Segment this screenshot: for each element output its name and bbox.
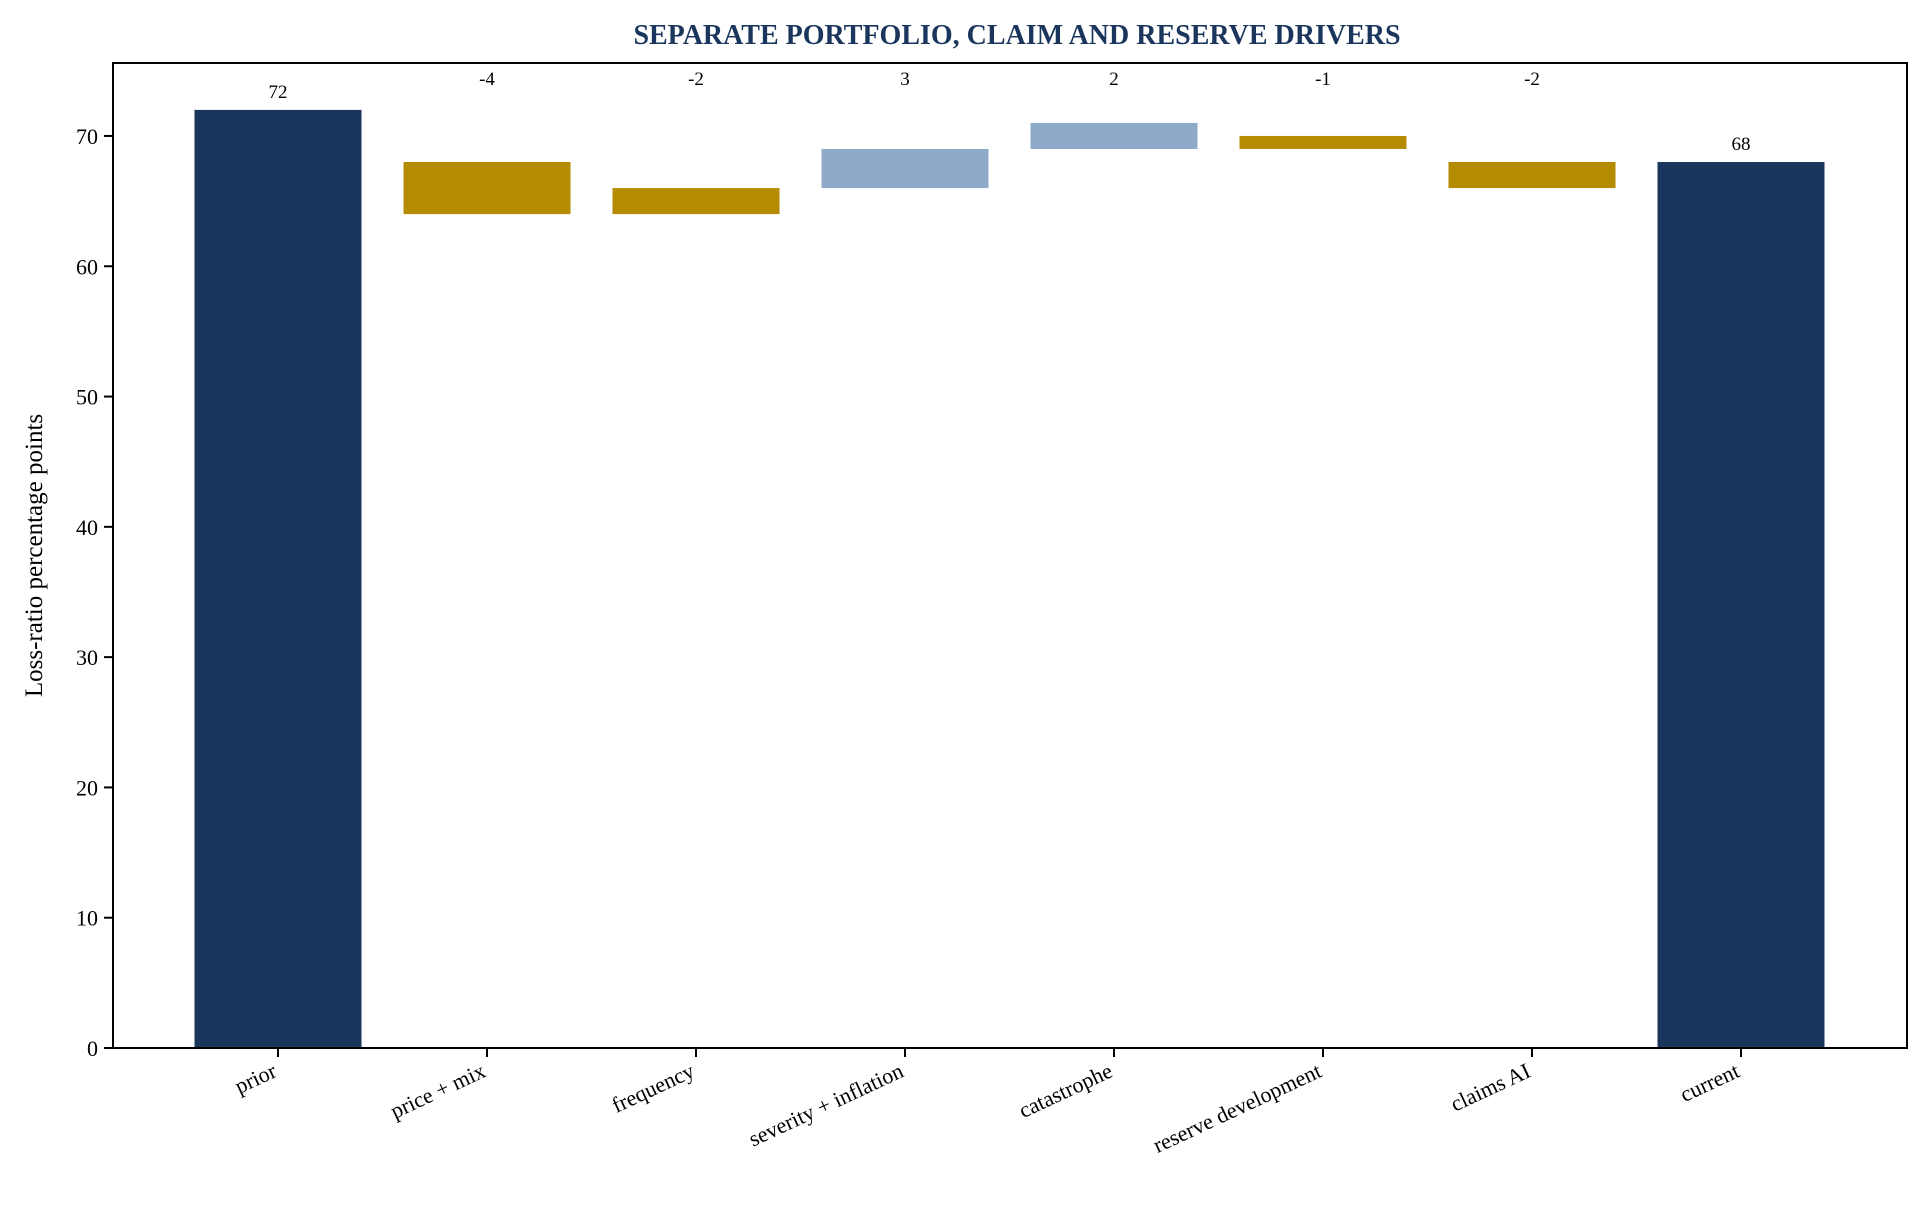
x-tick-label-2: frequency bbox=[608, 1058, 698, 1118]
data-label-7: 68 bbox=[1732, 134, 1751, 155]
plot-frame bbox=[112, 62, 1908, 1049]
y-tick-label-2: 20 bbox=[76, 775, 98, 800]
data-label-5: -1 bbox=[1315, 69, 1331, 90]
x-tick-label-0: prior bbox=[231, 1058, 281, 1099]
data-label-2: -2 bbox=[688, 69, 704, 90]
x-tick-label-7: current bbox=[1676, 1058, 1743, 1107]
bar-1 bbox=[403, 162, 571, 215]
bar-7 bbox=[1657, 162, 1825, 1048]
bars-group bbox=[194, 109, 1825, 1048]
bar-3 bbox=[821, 148, 989, 189]
x-tick-label-1: price + mix bbox=[386, 1058, 489, 1124]
data-label-0: 72 bbox=[269, 82, 288, 103]
x-axis: prior price + mix frequency severity + infl… bbox=[231, 1048, 1743, 1158]
bar-2 bbox=[612, 188, 780, 215]
chart-title: SEPARATE PORTFOLIO, CLAIM AND RESERVE DR… bbox=[633, 20, 1400, 51]
y-tick-label-5: 50 bbox=[76, 385, 98, 410]
y-axis-label: Loss-ratio percentage points bbox=[21, 414, 48, 697]
y-tick-label-3: 30 bbox=[76, 645, 98, 670]
y-tick-label-1: 10 bbox=[76, 906, 98, 931]
y-tick-label-7: 70 bbox=[76, 124, 98, 149]
data-label-3: 3 bbox=[900, 69, 910, 90]
bar-4 bbox=[1030, 122, 1198, 149]
y-axis: 0 10 20 30 40 50 60 70 bbox=[76, 124, 113, 1061]
y-tick-label-6: 60 bbox=[76, 254, 98, 279]
data-labels-group: 72 -4 -2 3 2 -1 -2 68 bbox=[269, 69, 1751, 155]
y-tick-label-0: 0 bbox=[87, 1036, 98, 1061]
x-tick-label-6: claims AI bbox=[1447, 1058, 1535, 1117]
bar-5 bbox=[1239, 135, 1407, 149]
bar-0 bbox=[194, 109, 362, 1048]
bar-6 bbox=[1448, 162, 1616, 189]
x-tick-label-3: severity + inflation bbox=[745, 1058, 907, 1151]
data-label-1: -4 bbox=[479, 69, 495, 90]
data-label-6: -2 bbox=[1524, 69, 1540, 90]
data-label-4: 2 bbox=[1109, 69, 1119, 90]
x-tick-label-4: catastrophe bbox=[1015, 1058, 1116, 1123]
y-tick-label-4: 40 bbox=[76, 515, 98, 540]
x-tick-label-5: reserve development bbox=[1149, 1058, 1325, 1158]
